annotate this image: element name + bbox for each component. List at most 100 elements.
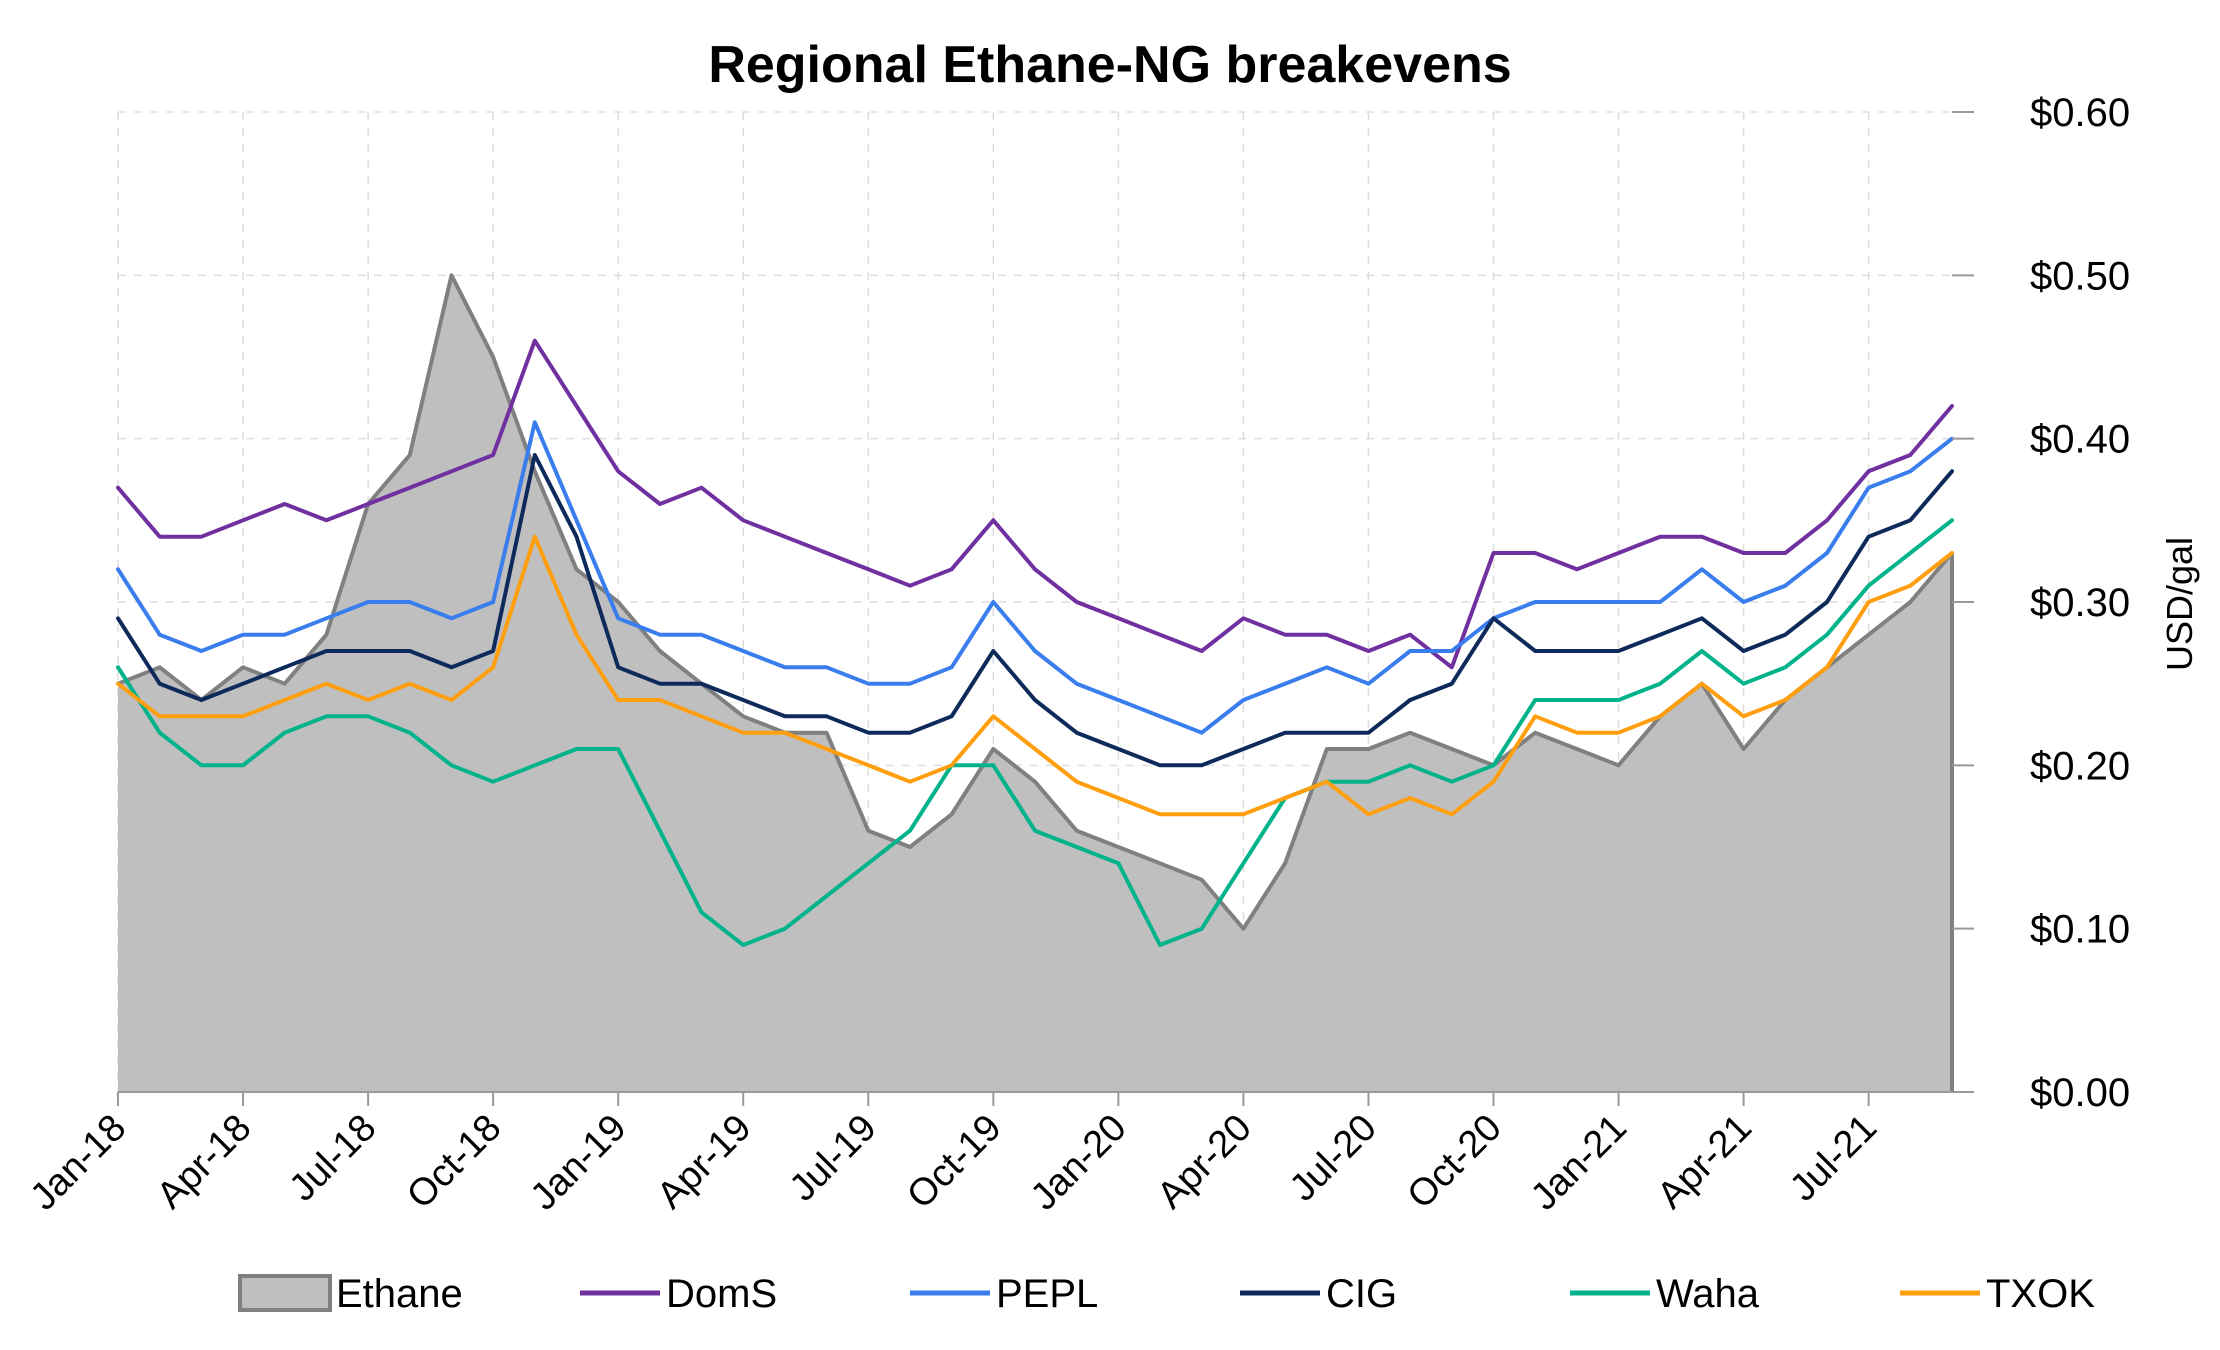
data-point-txok xyxy=(283,698,287,702)
data-point-pepl xyxy=(1033,649,1037,653)
data-point-pepl xyxy=(1450,649,1454,653)
data-point-txok xyxy=(1492,780,1495,784)
data-point-waha xyxy=(1158,943,1162,947)
data-point-txok xyxy=(533,535,537,539)
data-point-ethane xyxy=(241,665,245,669)
data-point-waha xyxy=(1825,633,1829,637)
data-point-waha xyxy=(241,763,245,767)
data-point-ethane xyxy=(616,600,620,604)
data-point-waha xyxy=(658,829,662,833)
data-point-waha xyxy=(491,780,495,784)
data-point-waha xyxy=(1950,518,1954,522)
data-point-doms xyxy=(991,518,995,522)
data-point-waha xyxy=(408,731,412,735)
data-point-pepl xyxy=(450,616,453,620)
data-point-ethane xyxy=(1200,878,1204,882)
data-point-pepl xyxy=(1158,714,1162,718)
data-point-ethane xyxy=(991,747,995,751)
data-point-pepl xyxy=(866,682,870,686)
data-point-doms xyxy=(1325,633,1329,637)
data-point-pepl xyxy=(616,616,620,620)
data-point-pepl xyxy=(908,682,912,686)
data-point-cig xyxy=(575,535,578,539)
data-point-cig xyxy=(1158,763,1162,767)
data-point-ethane xyxy=(408,453,412,457)
data-point-waha xyxy=(575,747,578,751)
data-point-waha xyxy=(1575,698,1579,702)
legend-swatch-ethane xyxy=(238,1274,332,1312)
data-point-pepl xyxy=(1116,698,1120,702)
data-point-doms xyxy=(1158,633,1162,637)
data-point-txok xyxy=(700,714,703,718)
data-point-cig xyxy=(1700,616,1704,620)
data-point-doms xyxy=(1450,665,1454,669)
data-point-ethane xyxy=(450,273,453,277)
data-point-txok xyxy=(1533,714,1537,718)
x-tick-label: Jul-20 xyxy=(1282,1107,1385,1210)
data-point-pepl xyxy=(1241,698,1245,702)
data-point-cig xyxy=(1575,649,1579,653)
data-point-waha xyxy=(1908,551,1912,555)
data-point-txok xyxy=(366,698,370,702)
data-point-txok xyxy=(1116,796,1120,800)
data-point-waha xyxy=(1116,861,1120,865)
data-point-txok xyxy=(1867,600,1871,604)
data-point-ethane xyxy=(1533,731,1537,735)
data-point-cig xyxy=(783,714,787,718)
data-point-doms xyxy=(158,535,162,539)
data-point-waha xyxy=(991,763,995,767)
data-point-txok xyxy=(324,682,328,686)
data-point-waha xyxy=(741,943,745,947)
data-point-waha xyxy=(450,763,453,767)
data-point-cig xyxy=(408,649,412,653)
data-point-cig xyxy=(908,731,912,735)
data-point-ethane xyxy=(1367,747,1370,751)
data-point-waha xyxy=(199,763,203,767)
data-point-ethane xyxy=(324,633,328,637)
data-point-cig xyxy=(700,682,703,686)
data-point-waha xyxy=(1533,698,1537,702)
data-point-ethane xyxy=(658,649,662,653)
data-point-doms xyxy=(1658,535,1662,539)
data-point-pepl xyxy=(783,665,787,669)
data-point-pepl xyxy=(408,600,412,604)
data-point-cig xyxy=(324,649,328,653)
data-point-ethane xyxy=(1283,861,1287,865)
data-point-txok xyxy=(616,698,620,702)
data-point-ethane xyxy=(1867,633,1871,637)
data-point-doms xyxy=(866,567,870,571)
data-point-cig xyxy=(1492,616,1495,620)
data-point-ethane xyxy=(1075,829,1079,833)
data-point-doms xyxy=(616,469,620,473)
data-point-waha xyxy=(1450,780,1454,784)
area-layer xyxy=(116,273,1954,1092)
data-point-doms xyxy=(658,502,662,506)
data-point-cig xyxy=(825,714,829,718)
data-point-txok xyxy=(199,714,203,718)
data-point-doms xyxy=(1575,567,1579,571)
data-point-txok xyxy=(575,633,578,637)
data-point-pepl xyxy=(199,649,203,653)
data-point-pepl xyxy=(991,600,995,604)
x-tick-label: Jan-19 xyxy=(523,1107,635,1219)
data-point-waha xyxy=(1408,763,1412,767)
data-point-ethane xyxy=(283,682,287,686)
data-point-txok xyxy=(1617,731,1620,735)
data-point-doms xyxy=(491,453,495,457)
data-point-cig xyxy=(866,731,870,735)
data-point-ethane xyxy=(1033,780,1037,784)
data-point-pepl xyxy=(658,633,662,637)
data-point-pepl xyxy=(950,665,954,669)
data-point-doms xyxy=(1075,600,1079,604)
data-point-doms xyxy=(1783,551,1787,555)
data-point-txok xyxy=(491,665,495,669)
x-tick-label: Jul-21 xyxy=(1782,1107,1885,1210)
data-point-pepl xyxy=(1200,731,1204,735)
x-tick-label: Jan-18 xyxy=(22,1107,134,1219)
data-point-txok xyxy=(1325,780,1329,784)
data-point-waha xyxy=(1075,845,1079,849)
data-point-waha xyxy=(283,731,287,735)
data-point-pepl xyxy=(700,633,703,637)
data-point-pepl xyxy=(1867,486,1871,490)
